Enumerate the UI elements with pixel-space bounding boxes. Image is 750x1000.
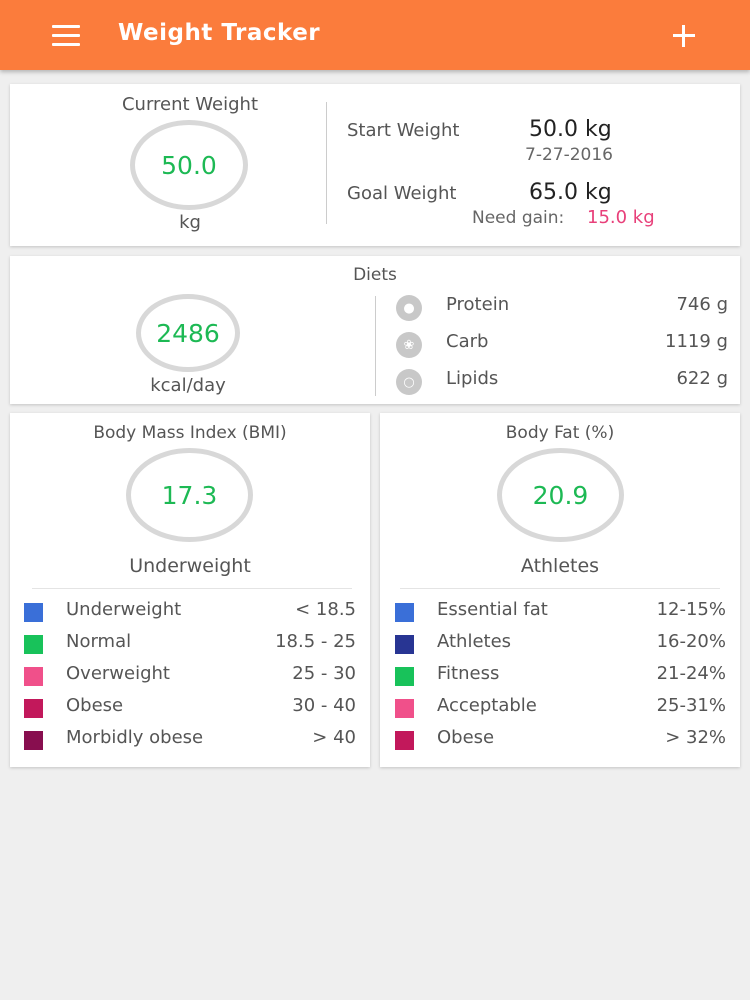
- bmi-range-underweight: < 18.5: [295, 599, 356, 620]
- bmi-range-normal: 18.5 - 25: [275, 631, 356, 652]
- current-weight-ring: 50.0: [130, 120, 248, 210]
- fat-range-acceptable: 25-31%: [656, 695, 726, 716]
- bmi-swatch-normal: [24, 635, 43, 654]
- fat-range-fitness: 21-24%: [656, 663, 726, 684]
- start-weight-label: Start Weight: [347, 120, 460, 141]
- bmi-swatch-overweight: [24, 667, 43, 686]
- kcal-ring: 2486: [136, 294, 240, 372]
- fat-swatch-essential: [395, 603, 414, 622]
- app-title: Weight Tracker: [118, 20, 321, 46]
- fat-legend-athletes: Athletes: [437, 631, 512, 652]
- body-fat-status: Athletes: [520, 555, 600, 577]
- protein-value: 746 g: [676, 294, 728, 315]
- add-icon[interactable]: [670, 22, 698, 50]
- lipids-value: 622 g: [676, 368, 728, 389]
- carb-label: Carb: [446, 331, 489, 352]
- bmi-range-morbidly-obese: > 40: [312, 727, 356, 748]
- body-fat-heading: Body Fat (%): [505, 423, 615, 443]
- kcal-value: 2486: [156, 318, 220, 348]
- bmi-legend-morbidly-obese: Morbidly obese: [66, 727, 204, 748]
- app-bar: Weight Tracker: [0, 0, 750, 70]
- current-weight-unit: kg: [179, 212, 201, 233]
- lipids-label: Lipids: [446, 368, 499, 389]
- bmi-ring: 17.3: [126, 448, 253, 542]
- bmi-legend-normal: Normal: [66, 631, 132, 652]
- fat-legend-obese: Obese: [437, 727, 495, 748]
- diets-heading: Diets: [353, 265, 397, 285]
- hamburger-menu-icon[interactable]: [52, 25, 82, 47]
- fat-legend-essential: Essential fat: [437, 599, 548, 620]
- bmi-swatch-obese: [24, 699, 43, 718]
- body-fat-card[interactable]: Body Fat (%) 20.9 Athletes Essential fat…: [380, 413, 740, 767]
- diets-divider: [375, 296, 376, 396]
- fat-legend-acceptable: Acceptable: [437, 695, 537, 716]
- protein-icon: ●: [396, 295, 422, 321]
- body-fat-ring: 20.9: [497, 448, 624, 542]
- bmi-status: Underweight: [129, 555, 251, 577]
- bmi-legend-obese: Obese: [66, 695, 124, 716]
- bmi-legend-underweight: Underweight: [66, 599, 182, 620]
- bmi-card[interactable]: Body Mass Index (BMI) 17.3 Underweight U…: [10, 413, 370, 767]
- bmi-heading: Body Mass Index (BMI): [93, 423, 287, 443]
- fat-swatch-acceptable: [395, 699, 414, 718]
- goal-weight-value: 65.0 kg: [529, 180, 612, 205]
- need-gain-value: 15.0 kg: [587, 207, 655, 228]
- current-weight-heading: Current Weight: [121, 94, 259, 115]
- lipids-icon: ○: [396, 369, 422, 395]
- goal-weight-label: Goal Weight: [347, 183, 457, 204]
- diets-card[interactable]: Diets 2486 kcal/day ● Protein 746 g ❀ Ca…: [10, 256, 740, 404]
- wheat-icon: ❀: [396, 332, 422, 358]
- bmi-range-obese: 30 - 40: [292, 695, 356, 716]
- start-weight-value: 50.0 kg: [529, 117, 612, 142]
- fat-swatch-obese: [395, 731, 414, 750]
- kcal-unit: kcal/day: [150, 375, 226, 396]
- fat-range-obese: > 32%: [665, 727, 726, 748]
- fat-range-athletes: 16-20%: [656, 631, 726, 652]
- current-weight-value: 50.0: [161, 150, 217, 180]
- bmi-swatch-underweight: [24, 603, 43, 622]
- bmi-swatch-morbidly-obese: [24, 731, 43, 750]
- weight-divider: [326, 102, 327, 224]
- body-fat-divider: [400, 588, 720, 589]
- carb-value: 1119 g: [665, 331, 728, 352]
- fat-swatch-athletes: [395, 635, 414, 654]
- body-fat-value: 20.9: [532, 480, 589, 510]
- bmi-divider: [32, 588, 352, 589]
- start-date: 7-27-2016: [525, 145, 613, 165]
- bmi-value: 17.3: [161, 480, 218, 510]
- weight-card[interactable]: Current Weight 50.0 kg Start Weight 50.0…: [10, 84, 740, 246]
- protein-label: Protein: [446, 294, 510, 315]
- fat-swatch-fitness: [395, 667, 414, 686]
- fat-range-essential: 12-15%: [656, 599, 726, 620]
- bmi-legend-overweight: Overweight: [66, 663, 170, 684]
- bmi-range-overweight: 25 - 30: [292, 663, 356, 684]
- fat-legend-fitness: Fitness: [437, 663, 500, 684]
- need-gain-label: Need gain:: [472, 208, 565, 228]
